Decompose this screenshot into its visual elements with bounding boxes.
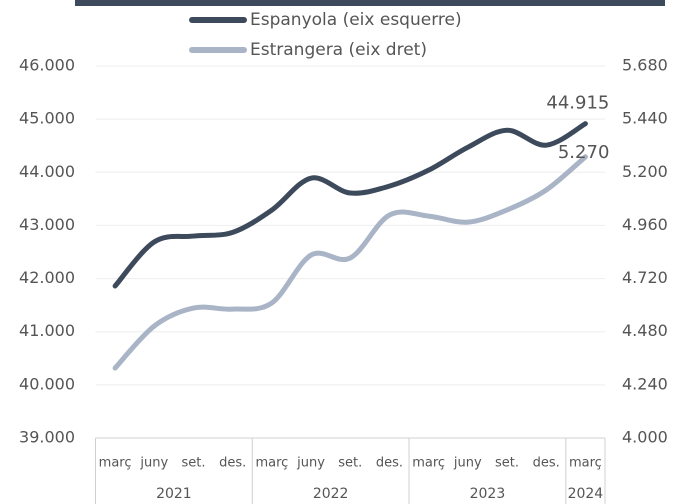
y-tick-label: 45.000 [19,109,75,128]
y2-tick-label: 5.680 [622,56,668,75]
year-label: 2023 [470,486,506,502]
x-tick-label: juny [139,456,168,471]
y-tick-label: 41.000 [19,321,75,340]
y2-tick-label: 4.720 [622,268,668,287]
x-tick-label: des. [219,456,246,471]
x-tick-label: set. [181,456,205,471]
legend-label: Estrangera (eix dret) [250,40,427,60]
y-tick-label: 40.000 [19,374,75,393]
x-tick-label: set. [338,456,362,471]
y-tick-label: 43.000 [19,215,75,234]
y2-tick-label: 5.200 [622,162,668,181]
line [112,154,588,371]
x-tick-label: juny [453,456,482,471]
legend-label: Espanyola (eix esquerre) [250,10,462,30]
y2-tick-label: 4.480 [622,321,668,340]
y-tick-label: 46.000 [19,56,75,75]
year-label: 2024 [568,486,604,502]
year-label: 2021 [156,486,192,502]
data-label: 5.270 [558,142,610,163]
x-tick-label: juny [296,456,325,471]
x-tick-label: març [255,456,288,471]
y2-tick-label: 5.440 [622,109,668,128]
x-tick-label: març [99,456,132,471]
y-tick-label: 39.000 [19,428,75,447]
x-tick-label: març [569,456,602,471]
y2-tick-label: 4.240 [622,374,668,393]
x-tick-label: set. [495,456,519,471]
x-tick-label: març [412,456,445,471]
y2-tick-label: 4.000 [622,428,668,447]
y2-tick-label: 4.960 [622,215,668,234]
x-tick-label: des. [376,456,403,471]
y-tick-label: 42.000 [19,268,75,287]
year-label: 2022 [313,486,349,502]
data-label: 44.915 [546,93,609,114]
y-tick-label: 44.000 [19,162,75,181]
line [112,121,588,289]
top-bar [75,0,665,6]
x-tick-label: des. [533,456,560,471]
